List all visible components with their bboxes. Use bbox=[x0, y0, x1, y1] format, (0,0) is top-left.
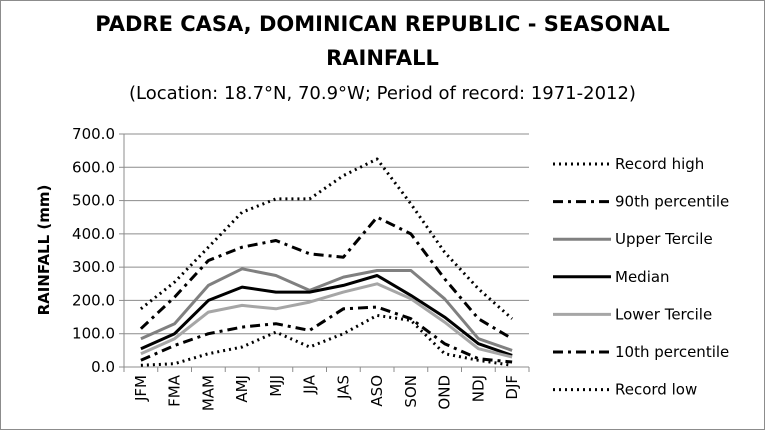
y-tick-label: 300.0 bbox=[72, 258, 115, 276]
x-tick-label: FMA bbox=[166, 374, 184, 407]
series-line bbox=[140, 274, 513, 357]
legend-label: 10th percentile bbox=[615, 343, 729, 361]
y-tick-label: 700.0 bbox=[72, 125, 115, 143]
x-tick-label: NDJ bbox=[469, 375, 487, 402]
y-tick-label: 600.0 bbox=[72, 158, 115, 176]
legend-label: Median bbox=[615, 268, 670, 286]
legend-label: Upper Tercile bbox=[615, 230, 713, 248]
legend-label: 90th percentile bbox=[615, 193, 729, 211]
y-tick-label: 200.0 bbox=[72, 291, 115, 309]
legend-label: Lower Tercile bbox=[615, 305, 712, 323]
y-tick-label: 0.0 bbox=[91, 358, 115, 376]
chart-subtitle: (Location: 18.7°N, 70.9°W; Period of rec… bbox=[129, 83, 636, 104]
series-line bbox=[139, 157, 514, 320]
series-line bbox=[140, 267, 513, 352]
legend: Record high 90th percentile Upper Tercile M… bbox=[553, 155, 729, 399]
x-tick-label: ASO bbox=[368, 375, 386, 407]
legend-label: Record high bbox=[615, 155, 704, 173]
chart-title: PADRE CASA, DOMINICAN REPUBLIC - SEASONA… bbox=[95, 12, 670, 36]
x-tick-label: MAM bbox=[199, 375, 217, 411]
y-tick-label: 400.0 bbox=[72, 225, 115, 243]
x-tick-label: OND bbox=[436, 375, 454, 410]
x-tick-label: AMJ bbox=[233, 375, 251, 403]
x-axis-ticks: JFM FMA MAM AMJ MJJ JJA JAS ASO SON OND NDJ DJF bbox=[132, 374, 521, 411]
x-tick-label: SON bbox=[402, 375, 420, 408]
axes bbox=[119, 133, 530, 372]
series-line bbox=[139, 215, 513, 340]
y-tick-label: 100.0 bbox=[72, 325, 115, 343]
series-line bbox=[140, 305, 513, 364]
series-lines bbox=[139, 157, 514, 367]
legend-label: Record low bbox=[615, 381, 697, 399]
y-axis-ticks: 0.0 100.0 200.0 300.0 400.0 500.0 600.0 700.0 bbox=[72, 125, 115, 376]
series-line bbox=[140, 282, 513, 359]
chart-title-line-2: RAINFALL bbox=[326, 46, 439, 70]
gridlines bbox=[124, 133, 529, 335]
x-tick-label: JAS bbox=[334, 375, 352, 400]
x-tick-label: JFM bbox=[132, 375, 150, 402]
x-tick-label: JJA bbox=[301, 374, 319, 395]
y-tick-label: 500.0 bbox=[72, 192, 115, 210]
x-tick-label: MJJ bbox=[267, 375, 285, 397]
x-tick-label: DJF bbox=[503, 375, 521, 400]
y-axis-label: RAINFALL (mm) bbox=[35, 185, 53, 316]
